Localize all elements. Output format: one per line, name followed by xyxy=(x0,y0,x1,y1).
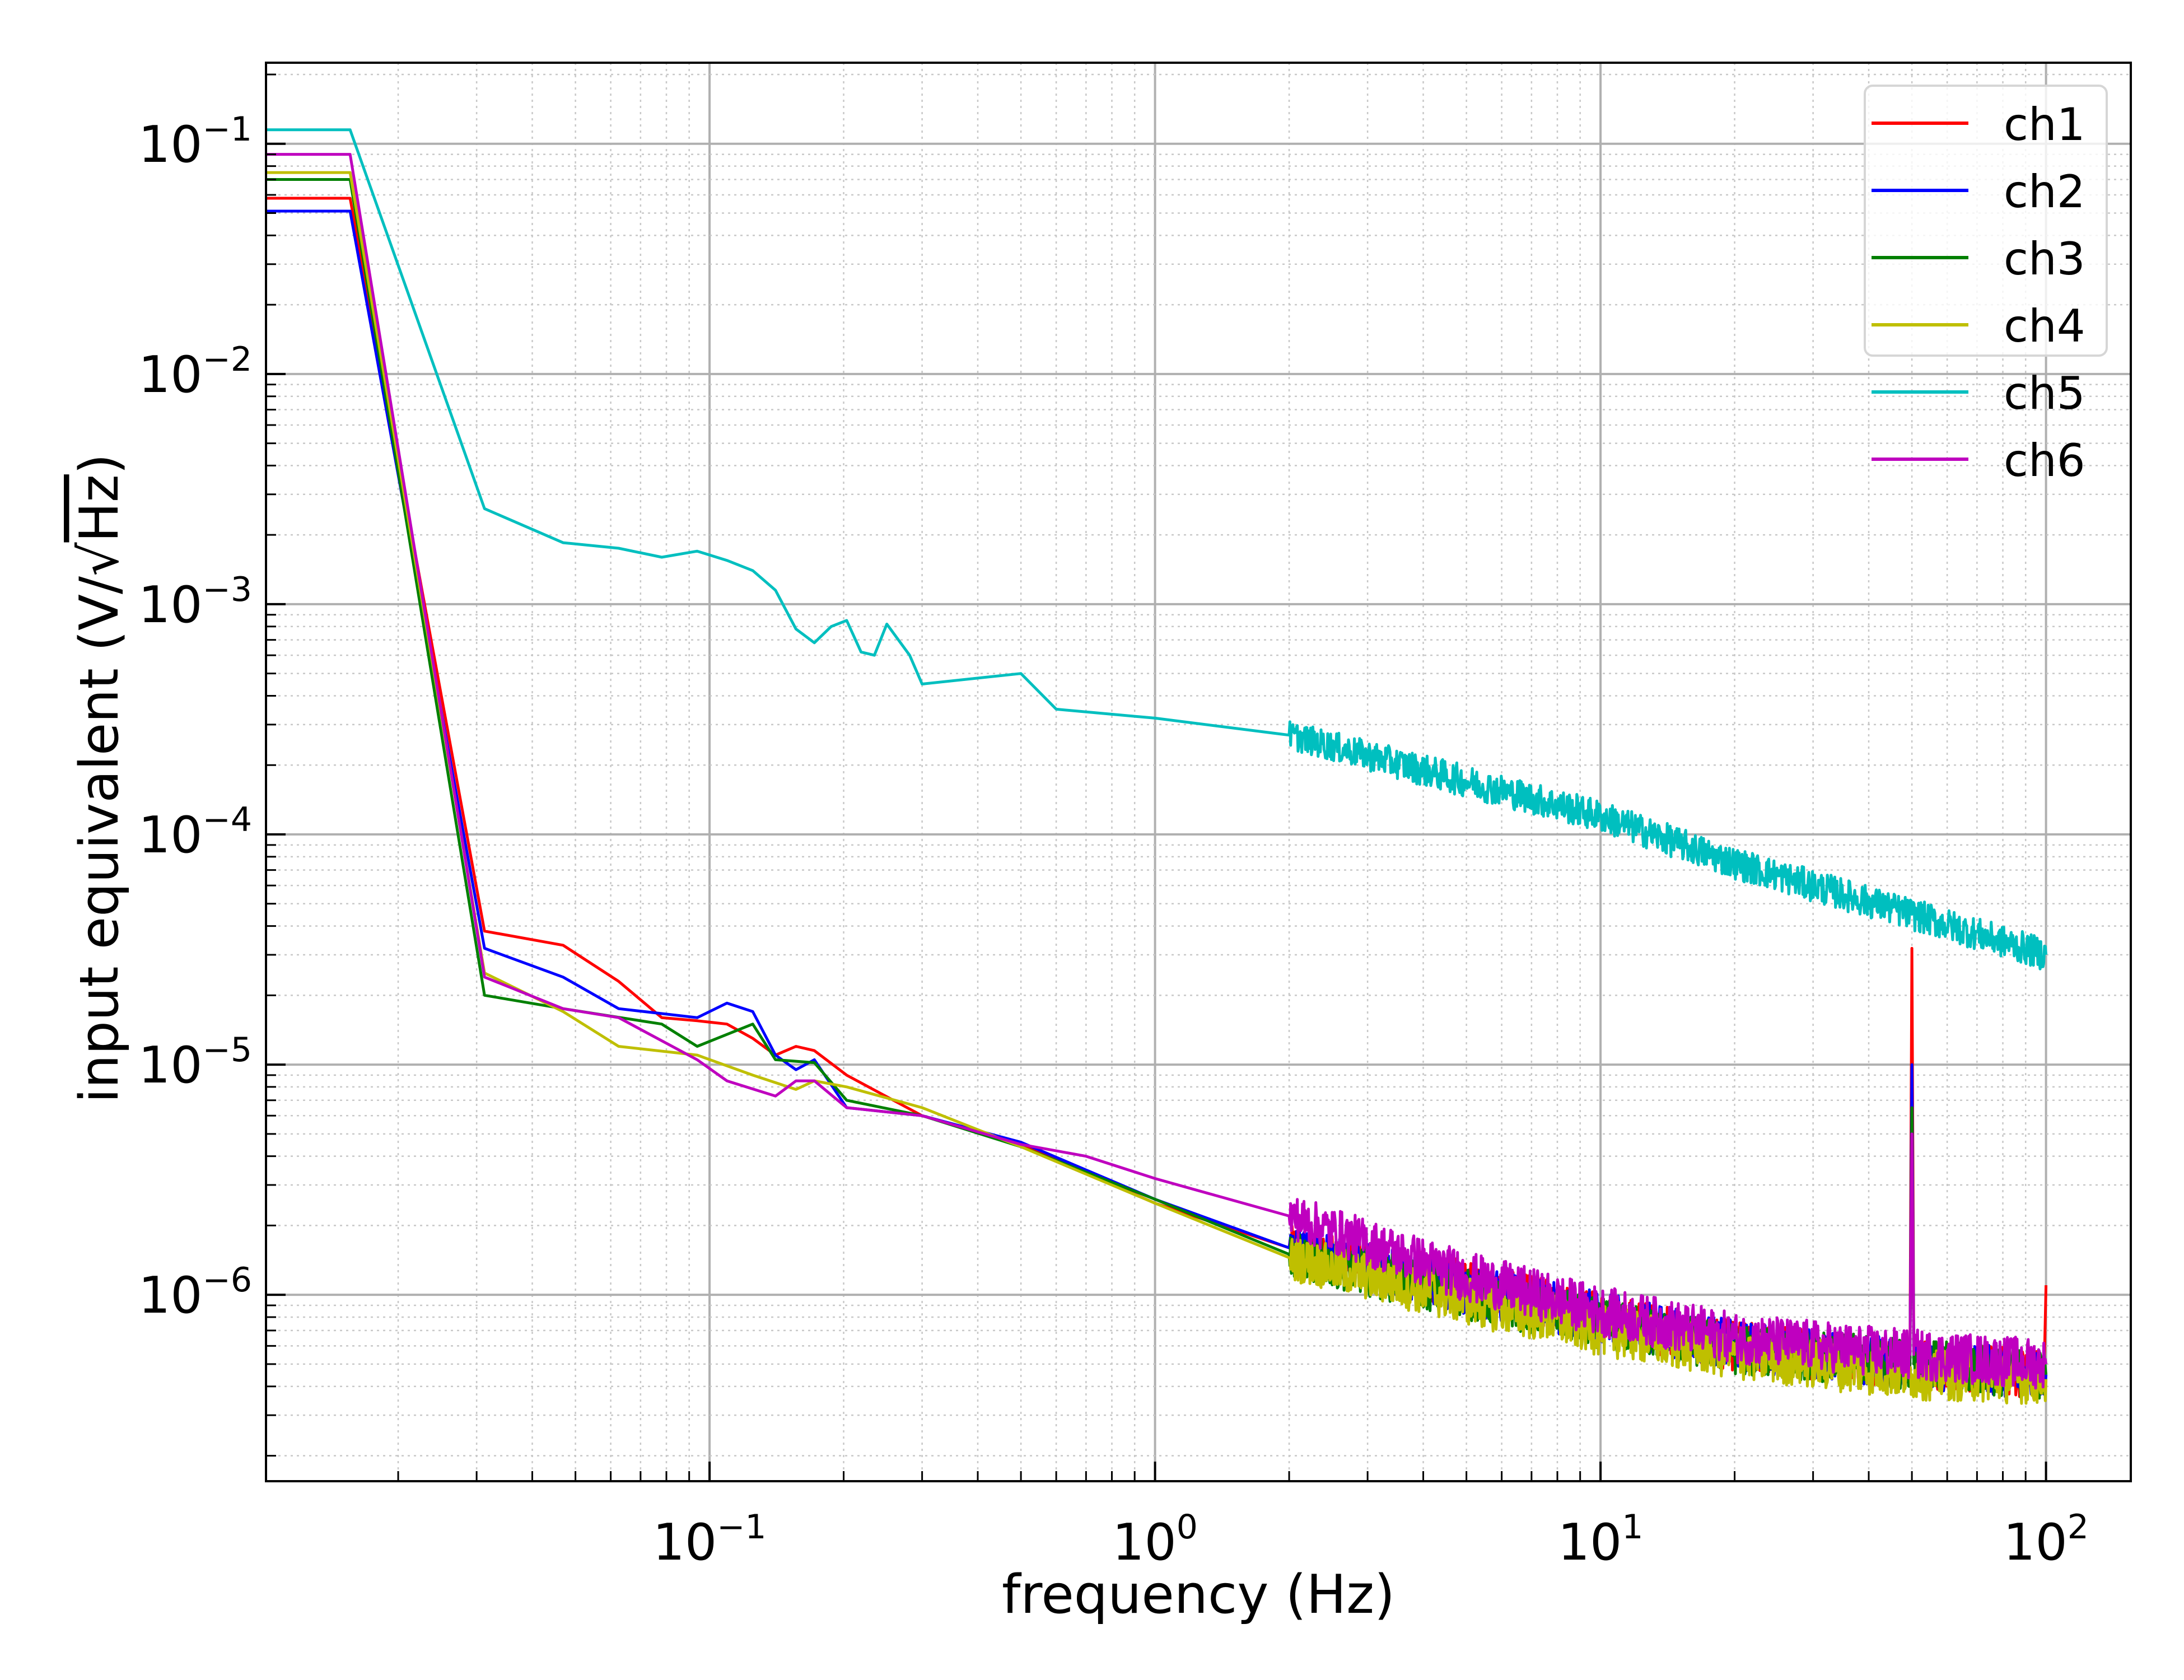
x-tick-label: 10−1 xyxy=(653,1508,767,1572)
tick-label-exponent: −3 xyxy=(203,570,252,609)
series-line-ch5 xyxy=(266,128,2048,970)
series-lines xyxy=(266,128,2048,1405)
y-tick-label: 10−5 xyxy=(138,1030,252,1095)
legend-label-ch4: ch4 xyxy=(2004,300,2085,352)
legend-label-ch6: ch6 xyxy=(2004,435,2085,487)
tick-label-base: 10 xyxy=(1558,1513,1622,1572)
legend-label-ch2: ch2 xyxy=(2004,166,2085,218)
tick-label-exponent: 1 xyxy=(1622,1508,1643,1547)
legend: ch1 ch2 ch3 ch4 ch5 ch6 xyxy=(1864,85,2108,487)
y-tick-label: 10−6 xyxy=(138,1261,252,1325)
legend-box xyxy=(1864,85,2108,357)
tick-label-exponent: −1 xyxy=(203,110,252,149)
x-tick-label: 100 xyxy=(1112,1508,1198,1572)
y-axis-label: input equivalent (V/√Hz) xyxy=(69,454,130,1103)
y-axis-label-radicand: Hz xyxy=(69,474,130,542)
x-tick-label: 102 xyxy=(2003,1508,2089,1572)
tick-label-exponent: −5 xyxy=(203,1030,252,1070)
tick-label-exponent: 0 xyxy=(1177,1508,1198,1547)
tick-label-base: 10 xyxy=(138,115,203,174)
legend-label-ch3: ch3 xyxy=(2004,233,2085,285)
tick-label-base: 10 xyxy=(138,1266,203,1325)
x-tick-label: 101 xyxy=(1558,1508,1644,1572)
tick-label-base: 10 xyxy=(138,806,203,865)
tick-label-exponent: −1 xyxy=(717,1508,766,1547)
y-axis-label-suffix: ) xyxy=(69,454,130,474)
tick-label-exponent: −2 xyxy=(203,340,252,379)
tick-label-base: 10 xyxy=(653,1513,717,1572)
tick-label-base: 10 xyxy=(2003,1513,2068,1572)
series-line-ch6 xyxy=(266,153,2048,1390)
tick-label-base: 10 xyxy=(138,1036,203,1095)
tick-label-base: 10 xyxy=(138,346,203,404)
y-tick-label: 10−3 xyxy=(138,570,252,634)
grid xyxy=(266,63,2131,1481)
tick-label-base: 10 xyxy=(1112,1513,1177,1572)
legend-label-ch1: ch1 xyxy=(2004,99,2085,151)
tick-label-exponent: −6 xyxy=(203,1261,252,1300)
tick-label-base: 10 xyxy=(138,576,203,634)
plot-frame xyxy=(265,62,2132,1482)
y-tick-label: 10−2 xyxy=(138,340,252,404)
y-tick-label: 10−1 xyxy=(138,110,252,174)
x-axis-label: frequency (Hz) xyxy=(1002,1564,1395,1626)
tick-label-exponent: −4 xyxy=(203,800,252,839)
tick-label-exponent: 2 xyxy=(2068,1508,2089,1547)
y-tick-label: 10−4 xyxy=(138,800,252,865)
legend-label-ch5: ch5 xyxy=(2004,367,2085,419)
y-axis-label-prefix: input equivalent (V/√ xyxy=(69,542,130,1103)
